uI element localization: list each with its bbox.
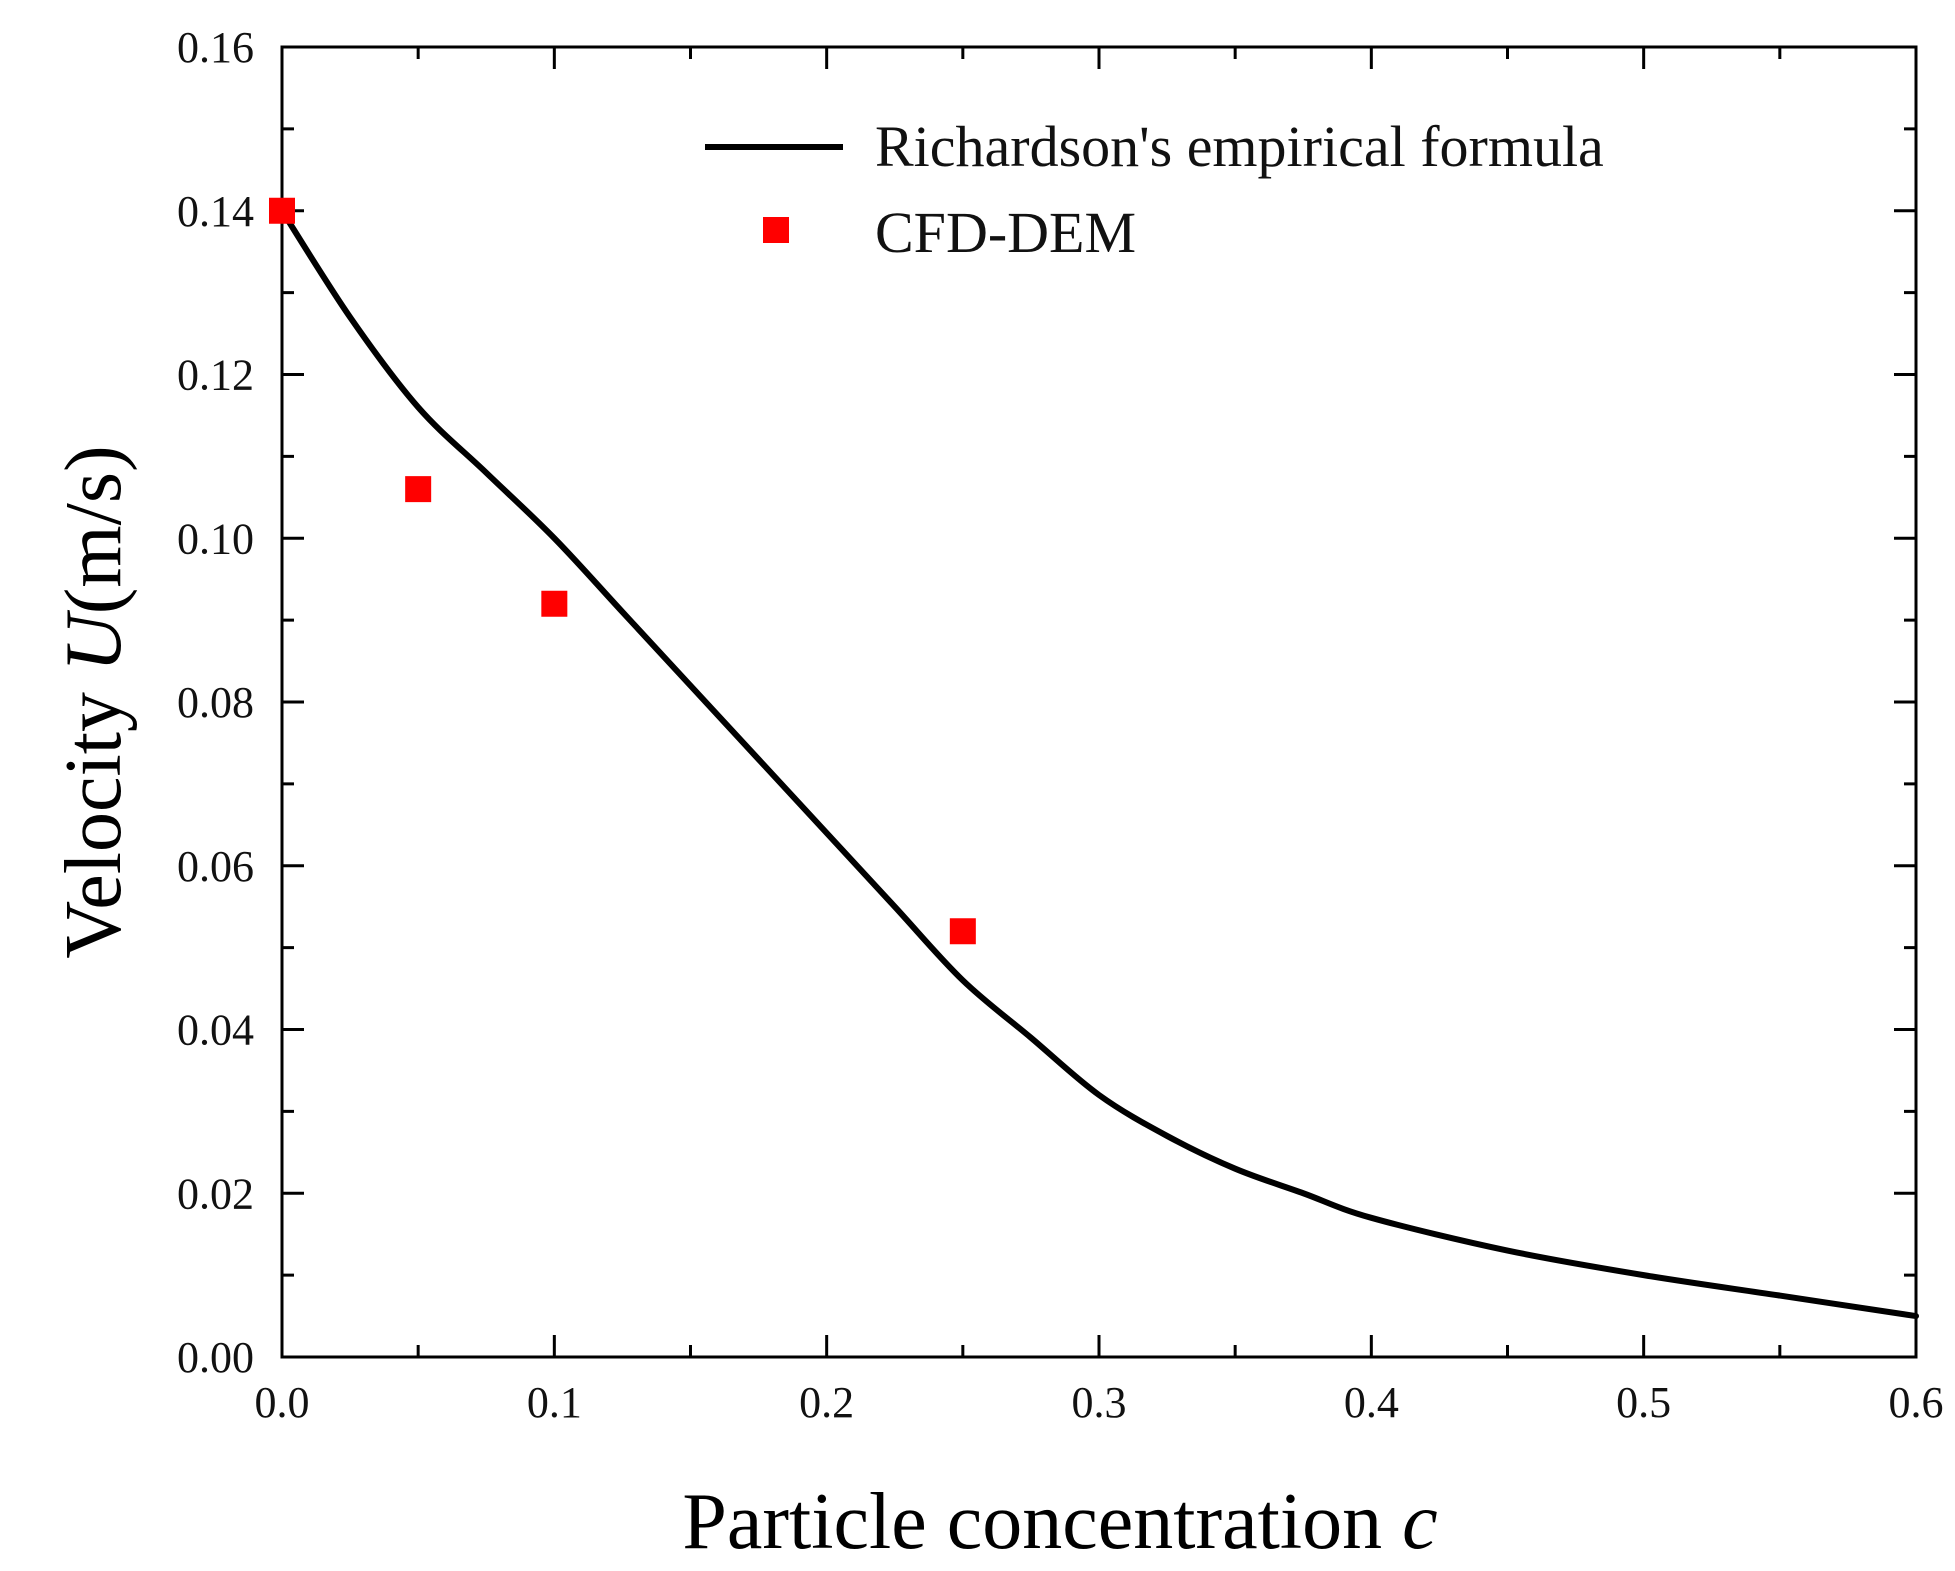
y-tick-label: 0.08 bbox=[177, 678, 254, 727]
x-tick-label: 0.0 bbox=[255, 1378, 310, 1427]
axis-tick-labels: 0.0 0.1 0.2 0.3 0.4 0.5 0.6 0.00 0.02 0.04 0.06 0.0… bbox=[177, 23, 1944, 1427]
y-tick-label: 0.06 bbox=[177, 842, 254, 891]
legend: Richardson's empirical formula CFD-DEM bbox=[705, 114, 1604, 265]
richardson-formula-line bbox=[279, 207, 1919, 1320]
y-tick-label: 0.16 bbox=[177, 23, 254, 72]
cfd-dem-point bbox=[541, 590, 568, 617]
legend-label-richardson: Richardson's empirical formula bbox=[875, 114, 1604, 179]
axis-ticks bbox=[280, 45, 1918, 1359]
x-tick-label: 0.6 bbox=[1889, 1378, 1944, 1427]
cfd-dem-point bbox=[269, 197, 295, 224]
y-tick-label: 0.04 bbox=[177, 1006, 254, 1055]
x-tick-label: 0.1 bbox=[527, 1378, 582, 1427]
y-axis-title: Velocity U(m/s) bbox=[50, 445, 138, 958]
legend-label-cfd-dem: CFD-DEM bbox=[875, 200, 1136, 265]
y-axis-variable: U bbox=[50, 609, 138, 672]
y-axis-title-text: Velocity bbox=[50, 692, 138, 959]
cfd-dem-point bbox=[949, 918, 976, 945]
cfd-dem-point bbox=[405, 476, 432, 503]
series-layer bbox=[269, 197, 1919, 1320]
y-tick-label: 0.14 bbox=[177, 187, 254, 236]
x-tick-label: 0.2 bbox=[799, 1378, 854, 1427]
y-tick-label: 0.02 bbox=[177, 1169, 254, 1218]
legend-marker-swatch bbox=[763, 217, 789, 243]
x-tick-label: 0.3 bbox=[1072, 1378, 1127, 1427]
x-axis-variable: c bbox=[1402, 1478, 1438, 1566]
x-tick-label: 0.5 bbox=[1616, 1378, 1671, 1427]
y-tick-label: 0.00 bbox=[177, 1333, 254, 1382]
y-axis-unit: (m/s) bbox=[50, 445, 138, 614]
y-tick-label: 0.12 bbox=[177, 351, 254, 400]
x-axis-title: Particle concentration c bbox=[682, 1478, 1437, 1566]
x-tick-label: 0.4 bbox=[1344, 1378, 1399, 1427]
y-tick-label: 0.10 bbox=[177, 514, 254, 563]
x-axis-title-text: Particle concentration bbox=[682, 1478, 1382, 1566]
